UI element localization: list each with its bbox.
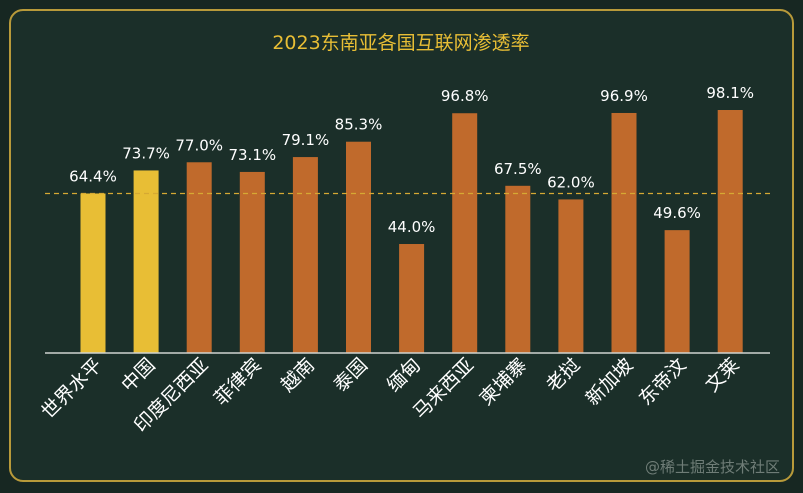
chart-title: 2023东南亚各国互联网渗透率 [272,32,529,54]
bar-10 [611,112,637,353]
bar-5 [346,141,371,353]
data-label-3: 73.1% [228,146,276,164]
category-label-3: 菲律宾 [210,354,266,410]
data-label-11: 49.6% [653,204,701,222]
bar-1 [133,170,159,353]
bar-11 [664,230,690,353]
category-label-11: 东帝汶 [635,354,691,410]
bar-12 [717,110,743,353]
data-label-12: 98.1% [706,84,754,102]
category-label-0: 世界水平 [37,354,106,423]
data-label-8: 67.5% [494,160,542,178]
category-label-4: 越南 [276,354,318,396]
data-label-5: 85.3% [335,116,383,134]
watermark: @稀土掘金技术社区 [645,458,780,476]
bar-3 [239,171,265,353]
data-label-2: 77.0% [175,136,223,154]
category-label-8: 柬埔寨 [475,354,531,410]
bar-8 [505,185,531,353]
bar-9 [558,199,584,353]
bar-4 [292,157,318,353]
category-label-12: 文莱 [701,354,743,396]
data-label-0: 64.4% [69,167,117,185]
data-label-7: 96.8% [441,87,489,105]
category-label-10: 新加坡 [582,354,638,410]
category-label-1: 中国 [117,354,159,396]
data-label-4: 79.1% [282,131,330,149]
data-label-9: 62.0% [547,173,595,191]
category-label-5: 泰国 [330,354,372,396]
category-label-9: 老挝 [542,354,584,396]
bar-2 [186,162,212,353]
data-label-1: 73.7% [122,144,170,162]
bar-6 [399,244,425,353]
data-label-6: 44.0% [388,218,436,236]
category-label-6: 缅甸 [383,354,425,396]
data-label-10: 96.9% [600,87,648,105]
bar-0 [80,193,106,353]
bar-7 [452,113,478,353]
